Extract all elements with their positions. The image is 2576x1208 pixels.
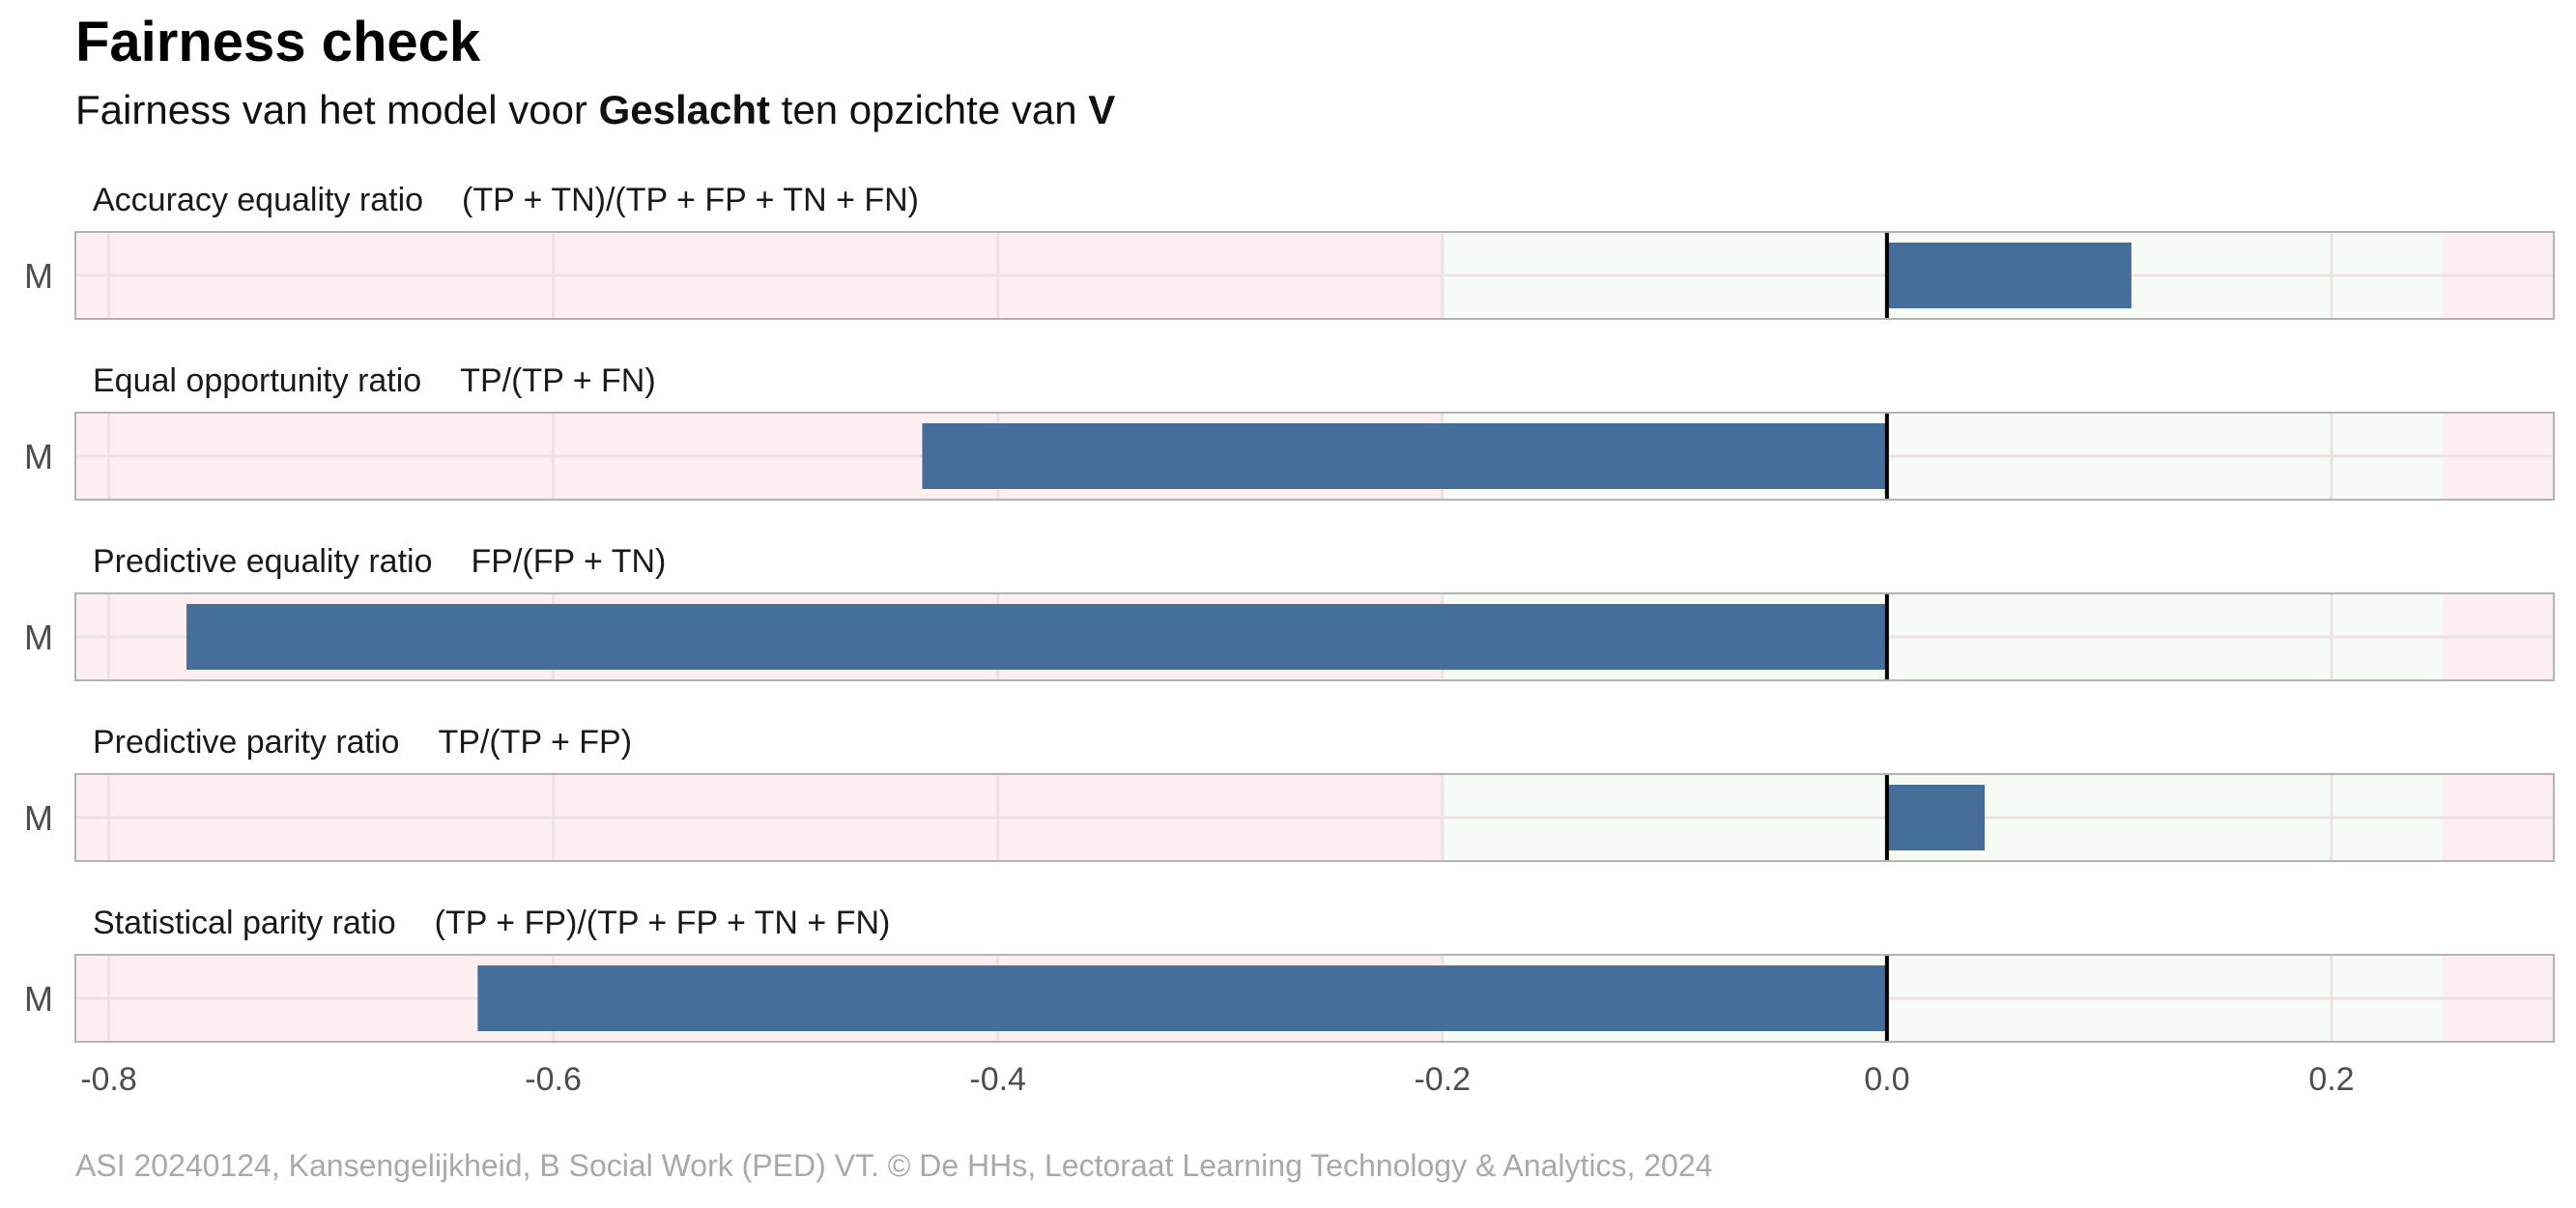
facet-label: Equal opportunity ratio TP/(TP + FN) bbox=[93, 362, 656, 399]
facet-formula: (TP + TN)/(TP + FP + TN + FN) bbox=[462, 182, 919, 218]
subtitle-reference: V bbox=[1088, 87, 1116, 132]
data-bar bbox=[1886, 785, 1986, 850]
panel-border bbox=[74, 231, 2555, 320]
facet-label: Predictive equality ratio FP/(FP + TN) bbox=[93, 543, 666, 580]
category-label: M bbox=[24, 798, 53, 838]
facet-label: Statistical parity ratio (TP + FP)/(TP + … bbox=[93, 905, 890, 941]
facet-metric-name: Accuracy equality ratio bbox=[93, 182, 423, 218]
panel-border bbox=[74, 412, 2555, 501]
category-label: M bbox=[24, 256, 53, 296]
category-label: M bbox=[24, 979, 53, 1019]
data-bar bbox=[477, 965, 1887, 1031]
category-label: M bbox=[24, 618, 53, 657]
subtitle-group: Geslacht bbox=[598, 87, 771, 132]
facet-formula: (TP + FP)/(TP + FP + TN + FN) bbox=[435, 905, 891, 941]
chart-subtitle: Fairness van het model voor Geslacht ten… bbox=[75, 87, 1115, 133]
subtitle-prefix: Fairness van het model voor bbox=[75, 87, 599, 132]
facet-label: Accuracy equality ratio (TP + TN)/(TP + F… bbox=[93, 182, 919, 218]
facet-metric-name: Predictive equality ratio bbox=[93, 543, 433, 580]
facet-metric-name: Predictive parity ratio bbox=[93, 724, 399, 761]
panel-border bbox=[74, 954, 2555, 1043]
facet-label: Predictive parity ratio TP/(TP + FP) bbox=[93, 724, 632, 761]
panel-border bbox=[74, 592, 2555, 681]
facet-metric-name: Equal opportunity ratio bbox=[93, 362, 421, 399]
facet-formula: FP/(FP + TN) bbox=[472, 543, 667, 580]
subtitle-middle: ten opzichte van bbox=[770, 87, 1089, 132]
facet-formula: TP/(TP + FN) bbox=[460, 362, 655, 399]
x-tick-label: 0.2 bbox=[2308, 1061, 2354, 1098]
panel-border bbox=[74, 773, 2555, 862]
chart-caption: ASI 20240124, Kansengelijkheid, B Social… bbox=[75, 1148, 1713, 1183]
facet-formula: TP/(TP + FP) bbox=[438, 724, 632, 761]
data-bar bbox=[1886, 243, 2132, 308]
category-label: M bbox=[24, 437, 53, 476]
chart-title: Fairness check bbox=[75, 11, 481, 73]
x-tick-label: -0.6 bbox=[525, 1061, 582, 1098]
data-bar bbox=[186, 604, 1887, 670]
facet-metric-name: Statistical parity ratio bbox=[93, 905, 396, 941]
x-tick-label: -0.4 bbox=[969, 1061, 1026, 1098]
x-tick-label: -0.8 bbox=[80, 1061, 137, 1098]
data-bar bbox=[922, 423, 1887, 489]
x-tick-label: -0.2 bbox=[1414, 1061, 1471, 1098]
x-tick-label: 0.0 bbox=[1864, 1061, 1909, 1098]
